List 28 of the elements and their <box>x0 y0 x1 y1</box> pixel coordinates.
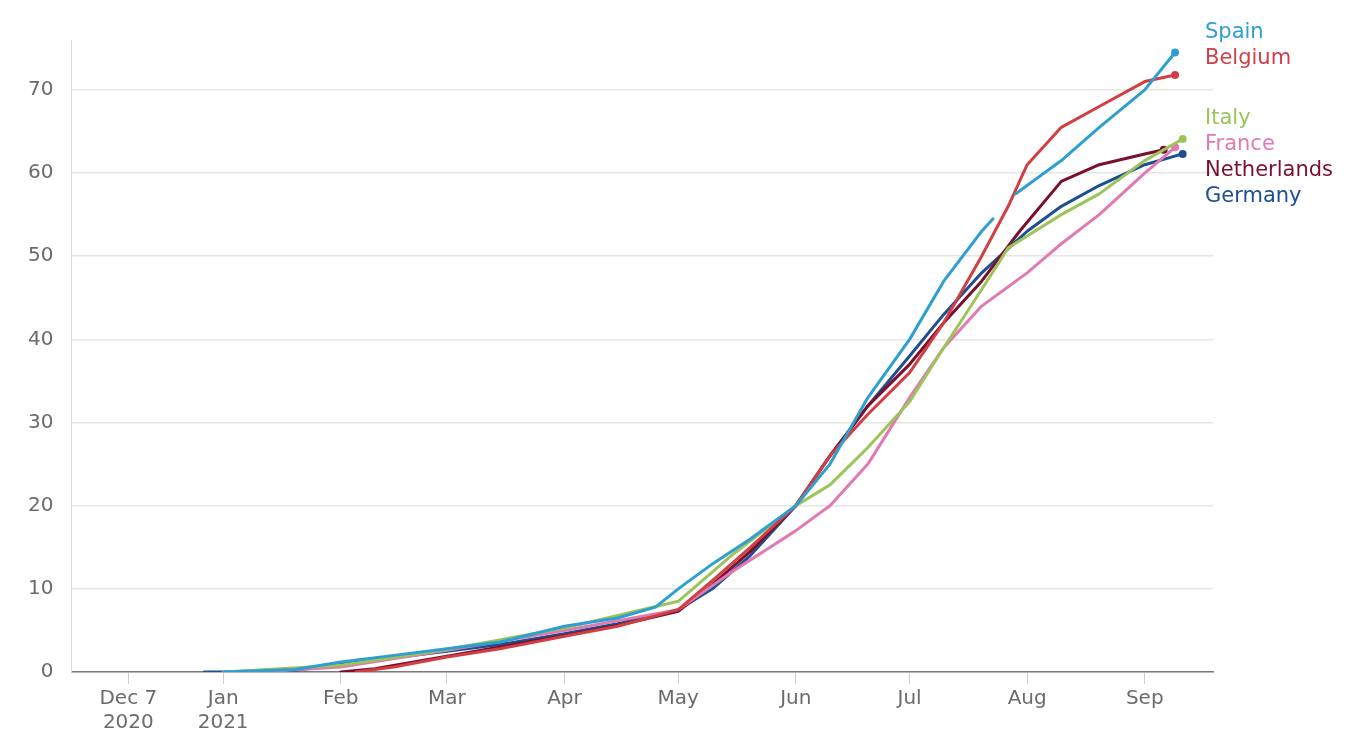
x-tick-label: Jan 2021 <box>197 685 249 734</box>
series-label: Belgium <box>1205 44 1292 69</box>
y-tick-label: 30 <box>28 408 54 433</box>
x-tick-label: Jul <box>895 685 922 710</box>
y-tick-label: 40 <box>28 325 54 350</box>
y-tick-label: 0 <box>40 658 54 683</box>
x-tick-label: Aug <box>1007 685 1047 710</box>
series-label: Spain <box>1205 18 1264 43</box>
x-tick-label: Dec 7 2020 <box>99 685 158 734</box>
y-tick-label: 10 <box>28 575 54 600</box>
y-tick-label: 60 <box>28 159 54 184</box>
point <box>1171 48 1180 57</box>
point <box>1178 134 1187 143</box>
series-label: Germany <box>1205 183 1302 208</box>
x-tick-label: Feb <box>323 685 359 710</box>
series-label: Netherlands <box>1205 157 1334 182</box>
series-label: France <box>1205 131 1275 156</box>
series-label: Italy <box>1205 105 1251 130</box>
x-tick-label: Jun <box>778 685 812 710</box>
x-tick-label: Sep <box>1125 685 1164 710</box>
point <box>1171 70 1180 79</box>
x-tick-label: May <box>657 685 700 710</box>
x-tick-label: Apr <box>547 685 583 710</box>
x-tick-label: Mar <box>428 685 467 710</box>
y-tick-label: 20 <box>28 491 54 516</box>
point <box>1178 149 1187 158</box>
y-tick-label: 50 <box>28 242 54 267</box>
y-tick-label: 70 <box>28 76 54 101</box>
